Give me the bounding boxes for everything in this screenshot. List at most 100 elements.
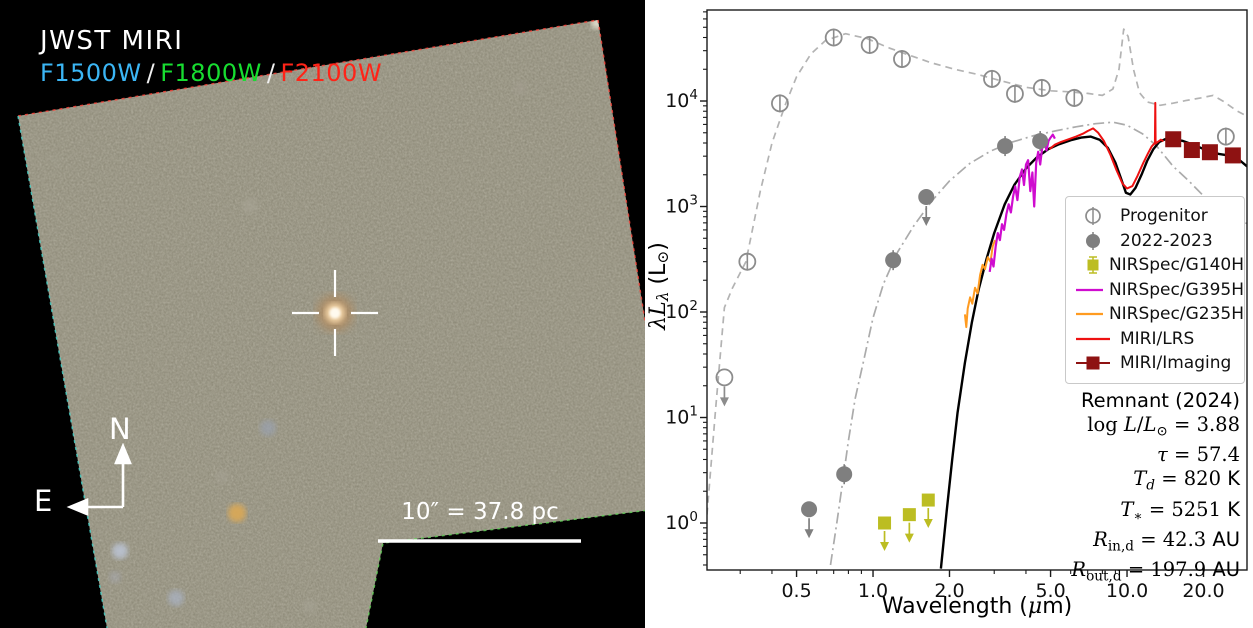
text-segment: = 42.3 — [1134, 527, 1207, 551]
legend-label: NIRSpec/G235H — [1108, 304, 1244, 325]
y-tick-label: 101 — [665, 404, 698, 429]
instrument-title: JWST MIRI — [40, 26, 184, 56]
legend-marker-line — [1076, 288, 1103, 291]
legend-marker-square-err — [1087, 256, 1099, 274]
x-tick-label: 20.0 — [1182, 580, 1224, 602]
text-segment: log — [1087, 413, 1124, 436]
text-segment: λ — [646, 315, 671, 330]
scale-bar-label: 10″ = 37.8 pc — [401, 499, 559, 525]
legend-entry: MIRI/LRS — [1072, 327, 1244, 352]
y-tick-label: 100 — [665, 509, 698, 534]
x-tick-label: 5.0 — [1035, 580, 1065, 602]
star — [303, 599, 317, 613]
legend-label: 2022-2023 — [1120, 230, 1213, 251]
sky-field-image — [17, 19, 645, 628]
text-segment: ⊙ — [654, 250, 673, 264]
text-segment: m) — [1042, 594, 1073, 619]
filter-alignment-fringes — [17, 19, 645, 628]
data-point — [1006, 84, 1024, 103]
data-point — [902, 508, 916, 522]
model-parameters-annotation: Remnant (2024) log L/L⊙ = 3.88 τ = 57.4 Td … — [880, 389, 1240, 589]
x-tick-label: 10.0 — [1106, 580, 1148, 602]
legend-entry: NIRSpec/G395H — [1072, 278, 1244, 303]
x-tick-label: 0.5 — [781, 580, 811, 602]
text-segment: = 197.9 — [1121, 558, 1207, 582]
target-star — [317, 295, 353, 331]
legend-label: NIRSpec/G395H — [1108, 279, 1244, 300]
x-tick-label: 2.0 — [934, 580, 964, 602]
legend-entry: NIRSpec/G140H — [1072, 253, 1244, 278]
text-segment: T — [1120, 497, 1134, 521]
curve-2022-2023-model — [829, 121, 1247, 566]
text-segment: λ — [654, 291, 673, 302]
text-segment: τ — [1157, 443, 1168, 467]
legend-marker-circle — [1086, 231, 1100, 250]
annotation-line: Rin,d = 42.3 AU — [880, 528, 1240, 558]
data-point — [860, 36, 879, 54]
text-segment: / — [1136, 413, 1144, 436]
filter-labels: F1500W / F1800W / F2100W — [40, 59, 382, 87]
data-point — [921, 493, 935, 507]
curve-miri-lrs — [1048, 101, 1164, 190]
data-point — [1224, 147, 1241, 164]
compass-east-label: E — [34, 484, 53, 518]
text-segment: ⊙ — [1156, 423, 1168, 440]
text-segment: = 820 — [1155, 467, 1221, 491]
compass-east-arrow — [66, 498, 123, 516]
legend-label: NIRSpec/G140H — [1108, 255, 1244, 276]
series-miri-imaging — [1165, 131, 1241, 164]
text-segment: Remnant (2024) — [1080, 389, 1240, 412]
text-segment: = 5251 — [1142, 497, 1221, 521]
series-nirspec-g140h — [878, 493, 935, 552]
legend-marker-line — [1076, 337, 1110, 340]
star — [215, 470, 229, 484]
annotation-line: log L/L⊙ = 3.88 — [880, 413, 1240, 443]
axes-box — [706, 9, 1248, 571]
data-point — [1065, 89, 1084, 107]
text-segment: AU — [1206, 558, 1240, 582]
legend-label: MIRI/LRS — [1120, 328, 1195, 349]
filter-separator: / — [266, 59, 276, 87]
field-texture — [18, 20, 645, 628]
x-tick-label: 1.0 — [858, 580, 888, 602]
text-segment: d — [1146, 477, 1156, 494]
data-point — [983, 70, 1001, 88]
y-tick-label: 104 — [665, 87, 698, 112]
data-point — [1032, 133, 1049, 150]
text-segment: K — [1221, 497, 1240, 521]
text-segment: Wavelength ( — [881, 594, 1028, 619]
annotation-line: T∗ = 5251 K — [880, 498, 1240, 528]
text-segment: AU — [1206, 527, 1240, 551]
star — [260, 420, 276, 436]
annotation-line: τ = 57.4 — [880, 443, 1240, 467]
data-point — [1201, 144, 1218, 161]
star — [242, 198, 258, 214]
annotation-line: Td = 820 K — [880, 467, 1240, 497]
data-point — [918, 189, 935, 206]
data-point — [715, 368, 734, 387]
data-point — [801, 501, 818, 518]
text-segment: in,d — [1107, 538, 1135, 555]
star — [112, 543, 128, 559]
crosshair — [292, 270, 378, 356]
data-point — [738, 252, 757, 271]
annotation-line: Rout,d = 197.9 AU — [880, 558, 1240, 588]
legend-label: Progenitor — [1120, 206, 1208, 227]
series-progenitor — [715, 28, 1235, 407]
star — [50, 154, 62, 166]
data-point — [997, 138, 1014, 155]
filter-f1800w-label: F1800W — [160, 59, 262, 87]
data-point — [824, 28, 843, 47]
legend-marker-open-circle — [1085, 207, 1101, 226]
star — [228, 504, 246, 522]
compass-north-arrow — [114, 442, 132, 507]
filter-f2100w-label: F2100W — [280, 59, 383, 87]
star — [109, 571, 121, 583]
text-segment: (L — [646, 263, 671, 292]
curve-nirspec-g395h — [988, 133, 1056, 273]
filter-separator: / — [146, 59, 156, 87]
data-point — [1165, 131, 1182, 148]
text-segment: = 57.4 — [1167, 443, 1240, 467]
